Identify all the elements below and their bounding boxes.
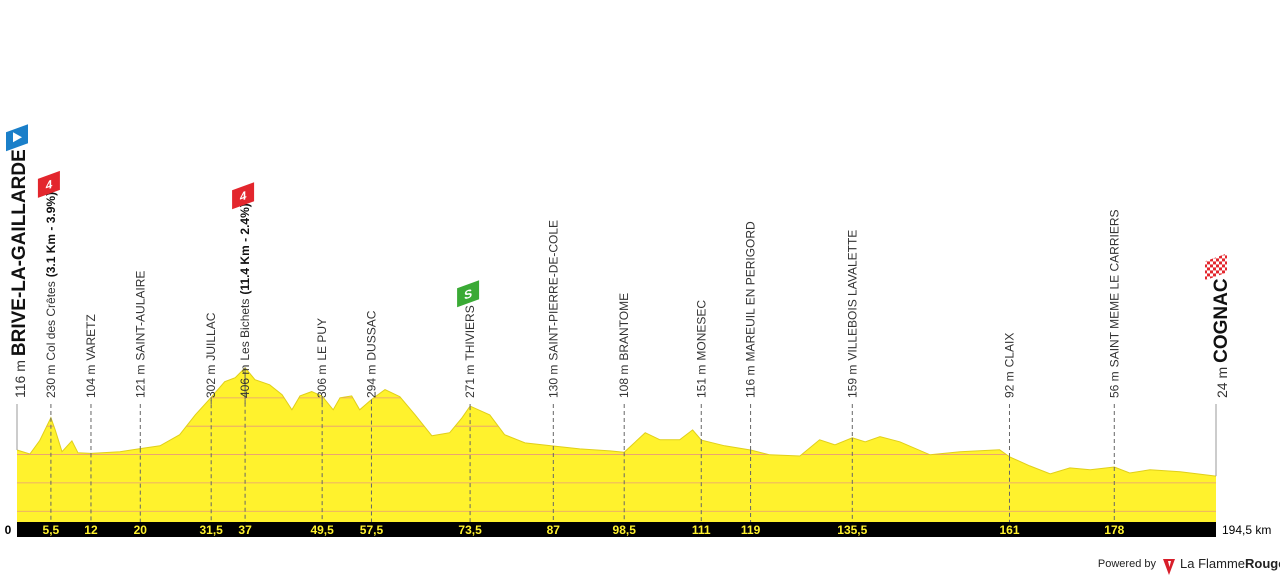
powered-by: Powered by [1098,558,1157,570]
waypoint-label: 116 m MAREUIL EN PERIGORD [744,221,758,398]
waypoint-elevation: 104 m [84,365,98,398]
profile-fill [17,367,1216,522]
brand: La FlammeRouge [1180,556,1280,571]
waypoint-name: SAINT-AULAIRE [133,271,147,361]
distance-labels: 0 5,5 12 20 31,5 37 49,5 57,5 73,5 87 98,5 111 119 13… [5,523,1272,537]
waypoint-elevation: 108 m [617,365,631,398]
waypoint-name: CLAIX [1002,333,1016,368]
km-label: 178 [1104,523,1124,537]
footer: Powered by La FlammeRouge [1098,556,1280,575]
waypoint-label: 116 m BRIVE-LA-GAILLARDE [9,149,30,398]
waypoint-label: 121 m SAINT-AULAIRE [133,271,147,398]
waypoint-label: 56 m SAINT MEME LE CARRIERS [1107,210,1121,399]
km-label: 87 [547,523,561,537]
km-label: 135,5 [837,523,867,537]
waypoint-elevation: 151 m [694,365,708,398]
km-label: 98,5 [613,523,637,537]
climb-flag: 4 [37,170,60,198]
sprint-flag-label: S [464,286,472,302]
km-label: 37 [238,523,252,537]
km-label: 194,5 km [1222,523,1271,537]
waypoint-elevation: 159 m [845,365,859,398]
waypoint-elevation: 306 m [315,365,329,398]
sprint-flag-shape [457,280,480,308]
waypoint-label: 104 m VARETZ [84,314,98,398]
waypoint-name: SAINT-PIERRE-DE-COLE [546,220,560,361]
waypoint-label: 230 m Col des Crêtes (3.1 Km - 3.9%) [44,192,58,398]
waypoint-label: 271 m THIVIERS [463,305,477,398]
start-flag [6,124,28,152]
km-label: 12 [84,523,98,537]
brand-bold: Rouge [1245,556,1280,571]
climb-detail: (3.1 Km - 3.9%) [44,192,58,277]
waypoint-label: 406 m Les Bichets (11.4 Km - 2.4%) [238,203,252,398]
waypoint-name: VARETZ [84,314,98,360]
finish-flag [1205,253,1227,281]
km-label: 57,5 [360,523,384,537]
waypoint-name: Col des Crêtes [44,281,58,360]
climb-flag-label: 4 [46,177,53,193]
km-label: 119 [741,523,761,537]
km-label: 73,5 [458,523,482,537]
waypoint-name: MONESEC [694,300,708,361]
waypoint-label: 159 m VILLEBOIS LAVALETTE [845,230,859,398]
waypoint-elevation: 271 m [463,365,477,398]
waypoint-elevation: 230 m [44,365,58,398]
waypoint-label: 151 m MONESEC [694,300,708,398]
waypoint-elevation: 92 m [1002,371,1016,398]
waypoint-elevation: 121 m [133,365,147,398]
climb-detail: (11.4 Km - 2.4%) [238,203,252,294]
waypoint-elevation: 302 m [204,365,218,398]
climb-flag: 4 [232,182,255,210]
waypoint-name: MAREUIL EN PERIGORD [744,221,758,362]
climb-flag-label: 4 [240,188,247,204]
waypoint-label: 306 m LE PUY [315,318,329,398]
start-arrow [13,132,22,143]
waypoint-name: THIVIERS [463,305,477,360]
waypoint-label: 24 m COGNAC [1211,278,1232,398]
waypoint-elevation: 294 m [364,365,378,398]
waypoint-elevation: 24 m [1214,367,1230,398]
waypoint-elevation: 56 m [1107,371,1121,398]
climb-flag-shape [37,170,60,198]
waypoint-name: SAINT MEME LE CARRIERS [1107,210,1121,368]
waypoint-label: 302 m JUILLAC [204,312,218,398]
waypoint-elevation: 116 m [744,366,758,398]
km-label: 20 [134,523,148,537]
waypoint-name: DUSSAC [364,310,378,360]
km-label: 0 [5,523,12,537]
finish-flag-shape [1205,253,1227,281]
climb-flag-shape [232,182,255,210]
waypoint-elevation: 130 m [546,365,560,398]
brand-light: La Flamme [1180,556,1245,571]
waypoint-layer: 116 m BRIVE-LA-GAILLARDE 230 m Col des Crêt… [6,124,1232,522]
brand-icon-flame [1168,561,1171,567]
distance-bar [17,522,1216,537]
waypoint-label: 294 m DUSSAC [364,310,378,398]
sprint-flag: S [457,280,480,308]
brand-icon [1163,559,1175,575]
waypoint-name: VILLEBOIS LAVALETTE [845,230,859,361]
km-label: 111 [692,523,711,537]
profile-line [16,367,1217,477]
waypoint-name: BRIVE-LA-GAILLARDE [9,149,30,356]
km-label: 5,5 [43,523,60,537]
km-label: 161 [999,523,1019,537]
waypoint-name: LE PUY [315,318,329,361]
km-label: 31,5 [200,523,224,537]
waypoint-label: 130 m SAINT-PIERRE-DE-COLE [546,220,560,398]
waypoint-name: Les Bichets [238,299,252,361]
waypoint-elevation: 406 m [238,365,252,398]
waypoint-label: 92 m CLAIX [1002,333,1016,398]
waypoint-name: JUILLAC [204,312,218,360]
waypoint-name: BRANTOME [617,293,631,361]
km-label: 49,5 [310,523,334,537]
waypoint-name: COGNAC [1211,278,1232,363]
waypoint-label: 108 m BRANTOME [617,293,631,398]
waypoint-elevation: 116 m [12,360,28,398]
